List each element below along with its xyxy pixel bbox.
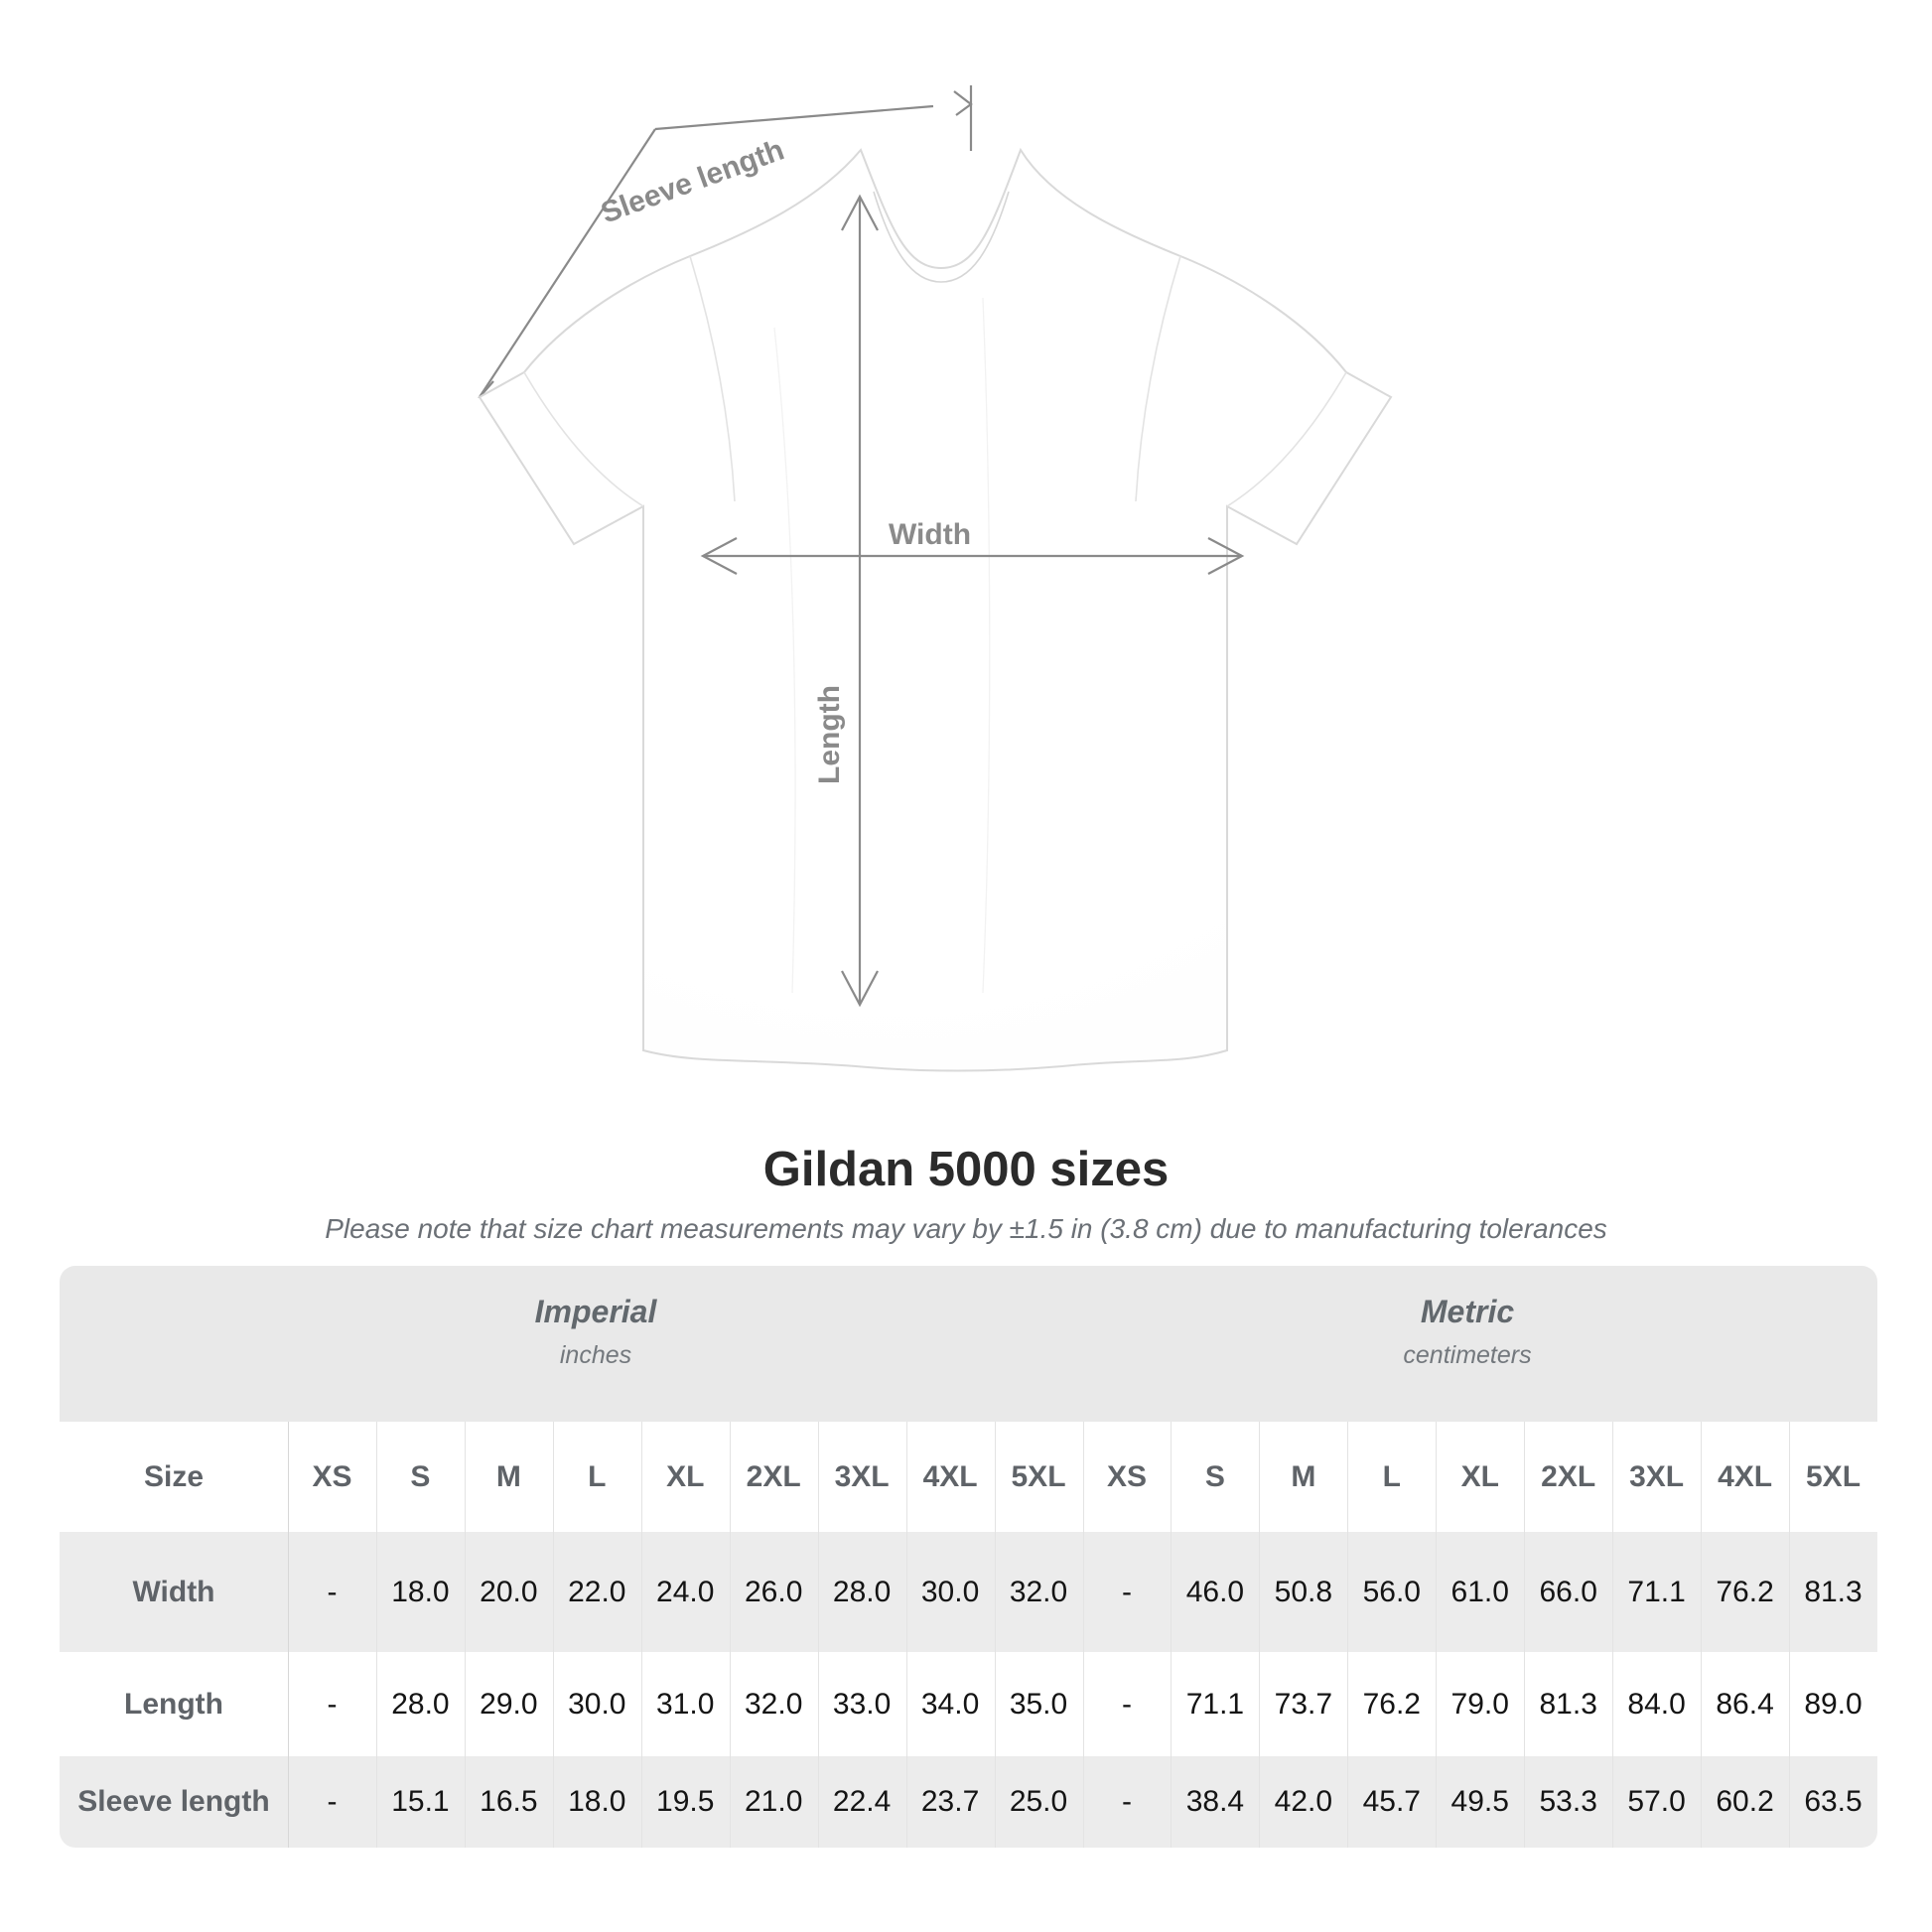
svg-text:Length: Length — [813, 685, 846, 784]
svg-text:Sleeve length: Sleeve length — [597, 133, 788, 229]
svg-text:Width: Width — [889, 518, 971, 551]
